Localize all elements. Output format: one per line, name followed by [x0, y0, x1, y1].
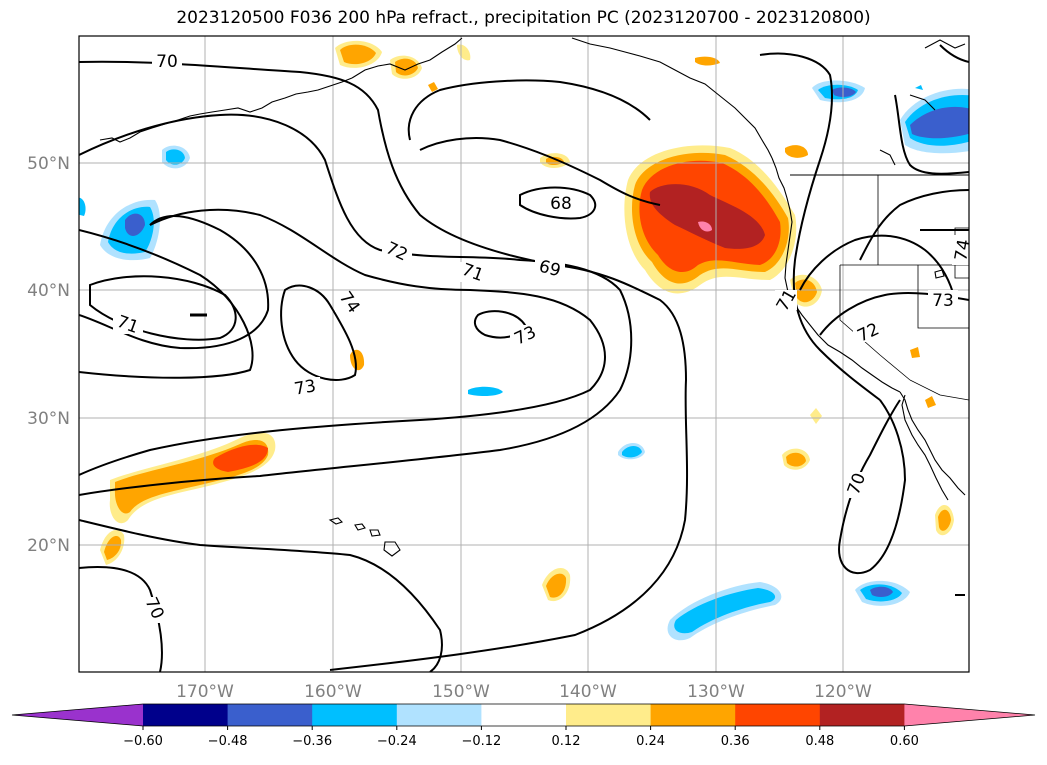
contour-label: 68 — [550, 194, 572, 214]
colorbar-segment — [227, 704, 313, 726]
positive-anomaly-small — [335, 40, 954, 602]
contour-label: 74 — [951, 238, 974, 263]
colorbar-segment — [481, 704, 567, 726]
colorbar-tick-label: 0.36 — [721, 734, 750, 749]
lon-tick-label: 120°W — [814, 682, 872, 702]
colorbar-tick-label: −0.24 — [377, 734, 417, 749]
contour-label-group: 70 68 72 71 69 74 71 73 73 71 72 73 74 — [113, 50, 974, 623]
colorbar-tick-label: −0.36 — [292, 734, 332, 749]
precip-shading — [79, 40, 969, 641]
colorbar-segment — [143, 704, 229, 726]
colorbar-segment — [650, 704, 736, 726]
colorbar-extend-high — [904, 704, 1035, 726]
colorbar-tick-label: −0.60 — [123, 734, 163, 749]
colorbar-tick-label: 0.48 — [805, 734, 834, 749]
contour-label: 73 — [293, 376, 318, 399]
colorbar-extend-low — [12, 704, 143, 726]
negative-anomaly-south — [468, 386, 910, 641]
colorbar-tick-label: 0.60 — [890, 734, 919, 749]
lon-tick-label: 160°W — [304, 682, 362, 702]
positive-anomaly-pnw — [624, 145, 797, 294]
contour-label: 73 — [932, 291, 954, 311]
colorbar-tick-label: −0.48 — [208, 734, 248, 749]
colorbar-tick-label: −0.12 — [461, 734, 501, 749]
colorbar-segment — [396, 704, 482, 726]
colorbar-segment — [312, 704, 398, 726]
plot-area — [79, 36, 969, 672]
contour-label: 70 — [156, 52, 178, 72]
lon-tick-label: 140°W — [559, 682, 617, 702]
colorbar-tick-label: 0.24 — [636, 734, 665, 749]
negative-anomaly-northeast — [812, 80, 969, 154]
colorbar-segment — [735, 704, 821, 726]
lon-tick-label: 170°W — [176, 682, 234, 702]
latitude-axis: 50°N 40°N 30°N 20°N — [27, 154, 70, 556]
lat-tick-label: 20°N — [27, 536, 70, 556]
coastlines — [99, 37, 969, 596]
colorbar-tick-label: 0.12 — [552, 734, 581, 749]
lat-tick-label: 50°N — [27, 154, 70, 174]
longitude-axis: 170°W 160°W 150°W 140°W 130°W 120°W — [176, 682, 872, 702]
colorbar: −0.60 −0.48 −0.36 −0.24 −0.12 0.12 0.24 0.36 0.4… — [11, 703, 1036, 749]
lat-tick-label: 30°N — [27, 409, 70, 429]
plot-frame — [78, 35, 970, 673]
map-title: 2023120500 F036 200 hPa refract., precip… — [176, 8, 871, 28]
lon-tick-label: 130°W — [687, 682, 745, 702]
colorbar-segment — [566, 704, 652, 726]
lat-tick-label: 40°N — [27, 281, 70, 301]
positive-anomaly-subtropical — [100, 432, 276, 565]
colorbar-segment — [819, 704, 905, 726]
lon-tick-label: 150°W — [432, 682, 490, 702]
